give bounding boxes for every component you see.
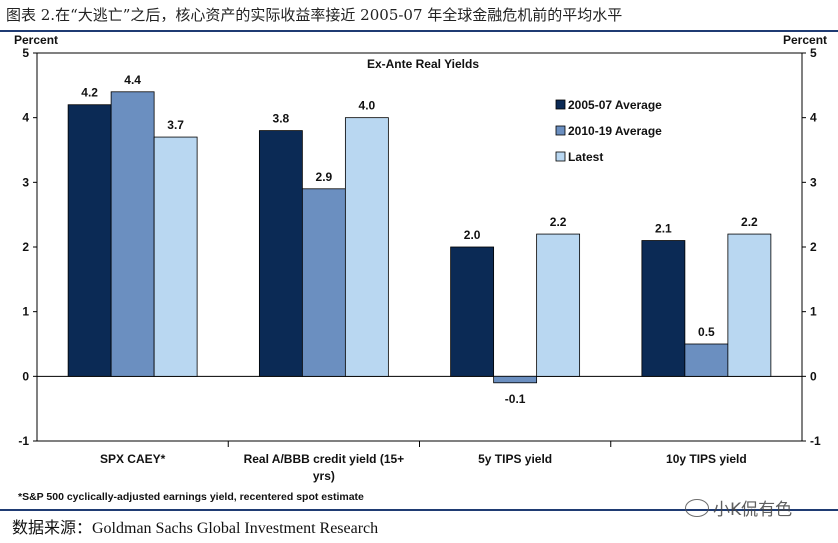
data-label: 2.9 <box>316 170 333 184</box>
y-axis-label-right: Percent <box>783 33 827 47</box>
data-label: 2.2 <box>741 215 758 229</box>
bar-1-3 <box>450 246 495 377</box>
bar-2-4 <box>684 343 729 377</box>
source-divider <box>0 509 838 511</box>
bar-2-1 <box>110 91 155 377</box>
data-label: 3.8 <box>273 112 290 126</box>
footnote: *S&P 500 cyclically-adjusted earnings yi… <box>18 491 364 503</box>
legend-label-3: Latest <box>568 150 603 164</box>
y-tick-label-left: 4 <box>22 111 29 125</box>
x-category-label: yrs) <box>313 469 335 483</box>
data-label: 4.2 <box>81 86 98 100</box>
data-label: 4.4 <box>124 73 141 87</box>
legend-label-1: 2005-07 Average <box>568 98 662 112</box>
y-axis-label-left: Percent <box>14 33 58 47</box>
watermark: 小K侃有色 <box>685 495 792 520</box>
y-tick-label-left: 1 <box>22 305 29 319</box>
source-text: 数据来源：Goldman Sachs Global Investment Res… <box>12 520 379 537</box>
y-tick-label-left: 3 <box>22 175 29 189</box>
legend-swatch-1 <box>555 99 566 110</box>
data-label: 2.0 <box>464 228 481 242</box>
data-label: -0.1 <box>505 392 526 406</box>
bar-3-3 <box>536 233 581 377</box>
data-label: 3.7 <box>167 118 184 132</box>
y-tick-label-left: 2 <box>22 240 29 254</box>
watermark-label: 小K侃有色 <box>713 500 793 520</box>
data-label: 2.1 <box>655 222 672 236</box>
legend-swatch-3 <box>555 151 566 162</box>
bar-1-4 <box>641 240 686 377</box>
y-tick-label-left: 0 <box>22 369 29 383</box>
bar-3-2 <box>344 117 389 377</box>
x-category-label: 5y TIPS yield <box>478 452 552 466</box>
data-label: 4.0 <box>359 99 376 113</box>
bar-3-1 <box>153 136 198 377</box>
x-category-label: Real A/BBB credit yield (15+ <box>244 452 405 466</box>
y-tick-label-right: 4 <box>810 111 817 125</box>
legend-swatch-2 <box>555 125 566 136</box>
y-tick-label-right: 5 <box>810 46 817 60</box>
y-tick-label-right: 2 <box>810 240 817 254</box>
x-category-label: 10y TIPS yield <box>666 452 747 466</box>
bar-2-3 <box>493 375 538 384</box>
bar-2-2 <box>301 188 346 377</box>
y-tick-label-right: -1 <box>810 434 821 448</box>
y-tick-label-right: 1 <box>810 305 817 319</box>
data-label: 2.2 <box>550 215 567 229</box>
wechat-icon <box>685 499 709 517</box>
y-tick-label-left: -1 <box>18 434 29 448</box>
bar-1-2 <box>258 130 303 377</box>
chart-title: Ex-Ante Real Yields <box>367 57 479 71</box>
y-tick-label-left: 5 <box>22 46 29 60</box>
x-category-label: SPX CAEY* <box>100 452 166 466</box>
title-divider <box>0 30 838 32</box>
y-tick-label-right: 0 <box>810 369 817 383</box>
bar-3-4 <box>727 233 772 377</box>
data-label: 0.5 <box>698 325 715 339</box>
legend-label-2: 2010-19 Average <box>568 124 662 138</box>
y-tick-label-right: 3 <box>810 175 817 189</box>
figure-title: 图表 2.在“大逃亡”之后，核心资产的实际收益率接近 2005-07 年全球金融… <box>6 6 623 24</box>
bar-1-1 <box>67 104 112 377</box>
